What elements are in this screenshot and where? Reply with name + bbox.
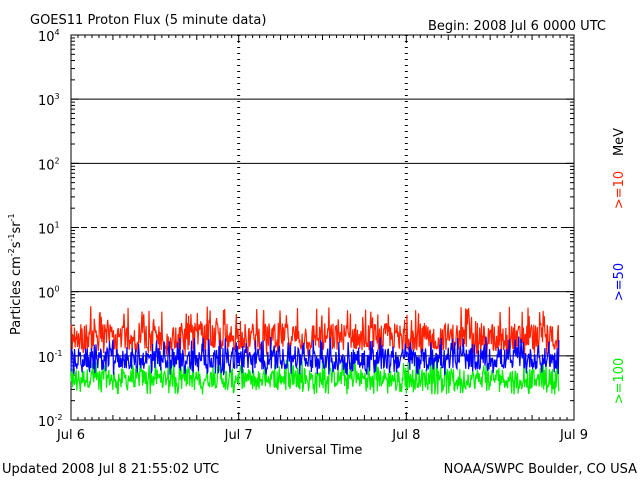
y-tick-label: 10-2 bbox=[38, 413, 63, 430]
unit-label: MeV bbox=[612, 128, 627, 156]
begin-label: Begin: 2008 Jul 6 0000 UTC bbox=[428, 19, 606, 34]
series-line-ge50 bbox=[70, 336, 560, 376]
plot-area: 10-2 10-1 100 101 102 103 104 Jul 6 Jul 7 Jul 8 Ju… bbox=[38, 28, 588, 443]
y-tick-label: 103 bbox=[38, 92, 60, 109]
y-tick-label: 101 bbox=[38, 221, 60, 238]
x-tick-label: Jul 7 bbox=[224, 428, 253, 443]
legend-ge50: >=50 bbox=[612, 263, 627, 301]
x-axis-label: Universal Time bbox=[266, 443, 363, 458]
legend-ge100: >=100 bbox=[612, 358, 627, 405]
source-credit: NOAA/SWPC Boulder, CO USA bbox=[444, 462, 637, 477]
x-tick-label: Jul 6 bbox=[56, 428, 85, 443]
y-tick-label: 104 bbox=[38, 28, 60, 45]
y-tick-label: 10-1 bbox=[38, 349, 63, 366]
series-line-ge100 bbox=[70, 358, 560, 395]
chart-title: GOES11 Proton Flux (5 minute data) bbox=[30, 13, 266, 28]
updated-timestamp: Updated 2008 Jul 8 21:55:02 UTC bbox=[2, 462, 219, 477]
series-line-ge10 bbox=[70, 306, 560, 356]
x-tick-label: Jul 9 bbox=[559, 428, 588, 443]
x-tick-label: Jul 8 bbox=[391, 428, 420, 443]
y-axis-label: Particles cm-2s-1sr-1 bbox=[7, 213, 24, 335]
y-tick-label: 102 bbox=[38, 156, 60, 173]
legend-ge10: >=10 bbox=[612, 171, 627, 209]
y-tick-label: 100 bbox=[38, 285, 60, 302]
